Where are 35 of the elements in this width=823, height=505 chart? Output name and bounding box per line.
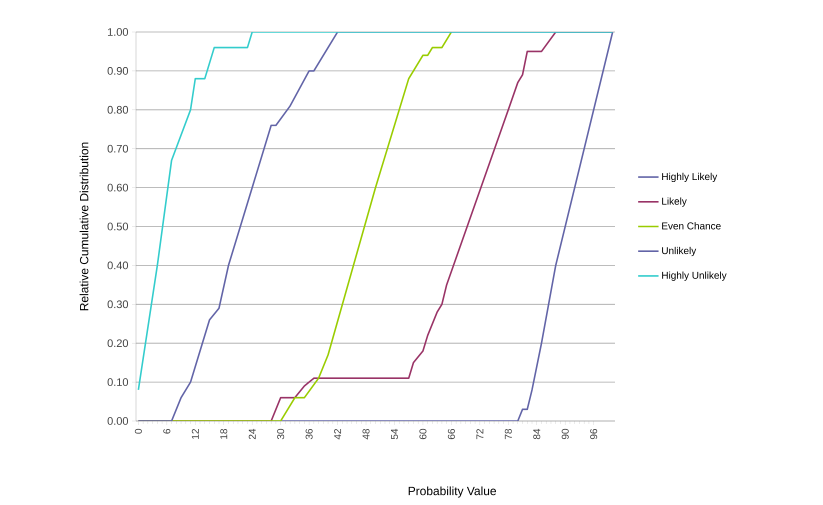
- y-tick-label: 1.00: [108, 28, 128, 36]
- y-tick-label: 0.50: [108, 222, 128, 230]
- x-tick-label: 90: [562, 428, 569, 440]
- y-tick-label: 0.70: [108, 144, 128, 153]
- x-tick-label: 6: [163, 428, 170, 434]
- y-tick-label: 0.10: [108, 378, 128, 386]
- x-tick-label: 0: [134, 428, 142, 434]
- y-tick-label: 0.00: [108, 417, 128, 425]
- legend-label: Highly Likely: [662, 172, 718, 182]
- x-tick-label: 36: [306, 428, 313, 440]
- x-tick-label: 78: [504, 428, 512, 440]
- x-tick-label: 54: [390, 428, 398, 440]
- y-axis-title: Relative Cumulative Distribution: [80, 142, 88, 310]
- y-tick-label: 0.40: [108, 262, 128, 270]
- x-tick-label: 18: [220, 428, 228, 439]
- legend-label: Even Chance: [662, 222, 721, 230]
- legend-label: Likely: [662, 197, 687, 207]
- x-tick-label: 66: [448, 428, 455, 440]
- x-tick-label: 60: [419, 428, 426, 440]
- x-tick-label: 24: [248, 428, 256, 440]
- y-tick-label: 0.80: [108, 106, 128, 114]
- y-tick-label: 0.90: [108, 67, 128, 75]
- y-tick-label: 0.30: [108, 300, 128, 308]
- x-tick-label: 84: [533, 428, 540, 440]
- x-tick-label: 48: [362, 428, 370, 440]
- legend-label: Highly Unlikely: [662, 272, 727, 281]
- x-tick-label: 72: [476, 429, 484, 440]
- x-tick-label: 96: [590, 428, 598, 440]
- x-tick-label: 12: [192, 429, 199, 439]
- legend-label: Unlikely: [662, 246, 696, 256]
- x-tick-label: 42: [334, 429, 342, 440]
- x-axis-title: Probability Value: [408, 486, 496, 498]
- y-tick-label: 0.20: [108, 339, 128, 348]
- x-tick-label: 30: [277, 428, 284, 440]
- y-tick-label: 0.60: [108, 184, 128, 192]
